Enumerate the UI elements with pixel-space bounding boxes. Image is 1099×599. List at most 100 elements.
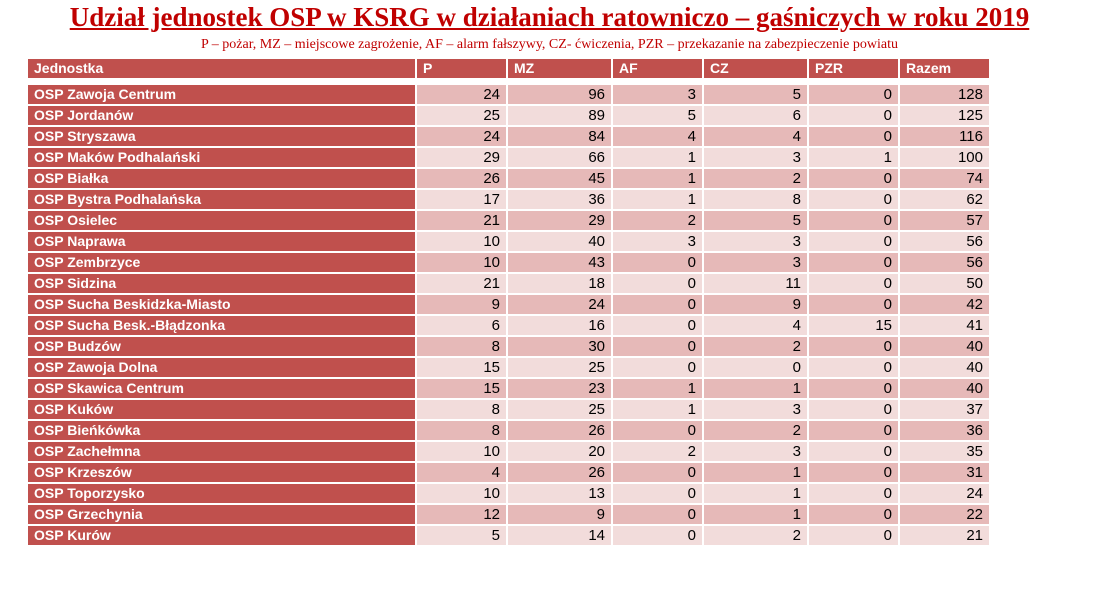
column-header: PZR [809,59,898,78]
value-cell: 13 [508,484,611,503]
value-cell: 30 [508,337,611,356]
value-cell: 74 [900,169,989,188]
value-cell: 100 [900,148,989,167]
value-cell: 0 [809,85,898,104]
unit-name-cell: OSP Sidzina [28,274,415,293]
value-cell: 10 [417,442,506,461]
unit-name-cell: OSP Kuków [28,400,415,419]
value-cell: 50 [900,274,989,293]
value-cell: 24 [508,295,611,314]
value-cell: 26 [508,421,611,440]
unit-name-cell: OSP Kurów [28,526,415,545]
value-cell: 5 [704,85,807,104]
unit-name-cell: OSP Maków Podhalański [28,148,415,167]
table-row: OSP Sidzina 21 18 0 11 0 50 [28,274,989,293]
value-cell: 10 [417,484,506,503]
value-cell: 10 [417,253,506,272]
value-cell: 15 [417,379,506,398]
value-cell: 2 [704,526,807,545]
table-row: OSP Bystra Podhalańska 17 36 1 8 0 62 [28,190,989,209]
value-cell: 0 [613,484,702,503]
value-cell: 35 [900,442,989,461]
table-row: OSP Sucha Besk.-Błądzonka 6 16 0 4 15 41 [28,316,989,335]
value-cell: 3 [704,232,807,251]
table-row: OSP Toporzysko 10 13 0 1 0 24 [28,484,989,503]
value-cell: 15 [809,316,898,335]
value-cell: 6 [417,316,506,335]
value-cell: 21 [900,526,989,545]
value-cell: 40 [900,337,989,356]
value-cell: 15 [417,358,506,377]
value-cell: 128 [900,85,989,104]
table-row: OSP Kuków 8 25 1 3 0 37 [28,400,989,419]
value-cell: 0 [809,127,898,146]
value-cell: 0 [613,253,702,272]
value-cell: 0 [613,463,702,482]
value-cell: 89 [508,106,611,125]
value-cell: 125 [900,106,989,125]
unit-name-cell: OSP Bystra Podhalańska [28,190,415,209]
value-cell: 12 [417,505,506,524]
unit-name-cell: OSP Zawoja Dolna [28,358,415,377]
column-header: AF [613,59,702,78]
column-header: P [417,59,506,78]
value-cell: 21 [417,211,506,230]
value-cell: 3 [704,148,807,167]
value-cell: 2 [704,421,807,440]
value-cell: 3 [704,442,807,461]
value-cell: 0 [613,358,702,377]
value-cell: 8 [417,337,506,356]
value-cell: 2 [704,169,807,188]
value-cell: 1 [704,463,807,482]
value-cell: 5 [613,106,702,125]
value-cell: 1 [704,505,807,524]
value-cell: 0 [809,190,898,209]
value-cell: 0 [809,526,898,545]
value-cell: 21 [417,274,506,293]
unit-name-cell: OSP Jordanów [28,106,415,125]
value-cell: 29 [417,148,506,167]
value-cell: 4 [613,127,702,146]
table-row: OSP Sucha Beskidzka-Miasto 9 24 0 9 0 42 [28,295,989,314]
value-cell: 0 [809,358,898,377]
value-cell: 3 [704,400,807,419]
value-cell: 0 [613,337,702,356]
value-cell: 6 [704,106,807,125]
value-cell: 0 [809,379,898,398]
value-cell: 62 [900,190,989,209]
value-cell: 3 [613,232,702,251]
value-cell: 22 [900,505,989,524]
unit-name-cell: OSP Budzów [28,337,415,356]
table-row: OSP Maków Podhalański 29 66 1 3 1 100 [28,148,989,167]
table-row: OSP Budzów 8 30 0 2 0 40 [28,337,989,356]
column-header: Jednostka [28,59,415,78]
value-cell: 1 [613,169,702,188]
value-cell: 3 [704,253,807,272]
unit-name-cell: OSP Zawoja Centrum [28,85,415,104]
value-cell: 9 [417,295,506,314]
value-cell: 0 [809,295,898,314]
value-cell: 17 [417,190,506,209]
value-cell: 36 [900,421,989,440]
table-row: OSP Jordanów 25 89 5 6 0 125 [28,106,989,125]
value-cell: 40 [900,379,989,398]
value-cell: 1 [613,190,702,209]
unit-name-cell: OSP Zachełmna [28,442,415,461]
value-cell: 5 [417,526,506,545]
table-row: OSP Osielec 21 29 2 5 0 57 [28,211,989,230]
unit-name-cell: OSP Krzeszów [28,463,415,482]
value-cell: 20 [508,442,611,461]
value-cell: 1 [704,484,807,503]
value-cell: 2 [613,442,702,461]
value-cell: 0 [809,106,898,125]
value-cell: 45 [508,169,611,188]
value-cell: 4 [417,463,506,482]
unit-name-cell: OSP Bieńkówka [28,421,415,440]
value-cell: 24 [417,85,506,104]
value-cell: 96 [508,85,611,104]
value-cell: 1 [613,400,702,419]
table-header-row: Jednostka P MZ AF CZ PZR Razem [28,59,989,78]
value-cell: 1 [613,379,702,398]
value-cell: 0 [809,484,898,503]
value-cell: 56 [900,253,989,272]
